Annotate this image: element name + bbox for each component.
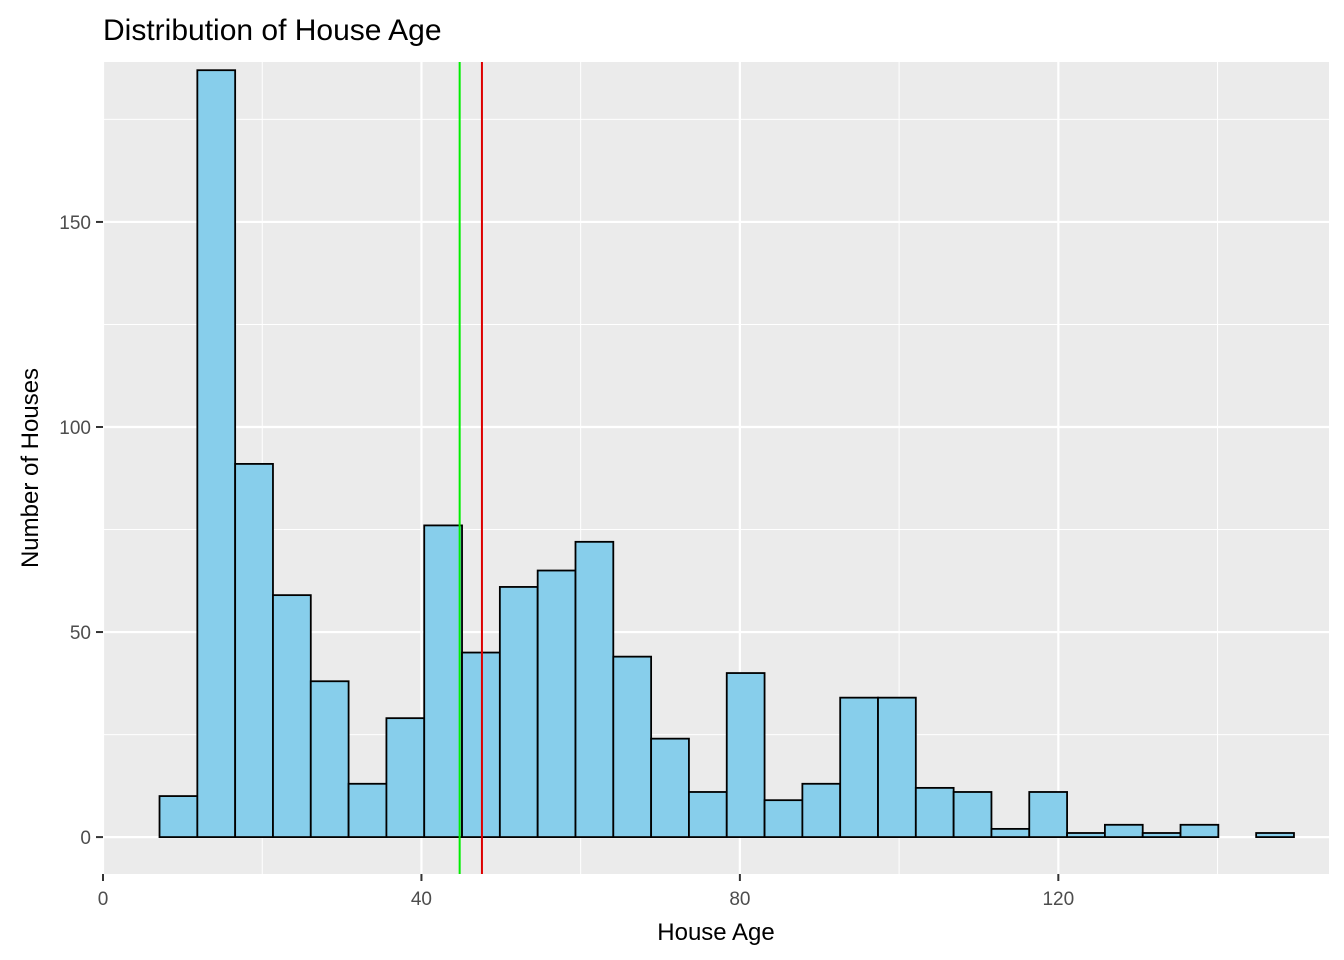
x-tick-label: 40 (411, 889, 432, 910)
histogram-bar (347, 782, 388, 838)
x-tick-label: 120 (1042, 889, 1074, 910)
x-axis-ticks: 0 40 80 120 (98, 874, 1074, 910)
minor-grid (103, 62, 1329, 874)
histogram-bar (234, 462, 274, 838)
y-tick-label: 150 (59, 213, 91, 234)
y-tick-label: 0 (80, 828, 91, 849)
histogram-bar (1103, 823, 1144, 838)
histogram-bar (763, 799, 804, 838)
histogram-bar (498, 586, 539, 838)
histogram-bar (612, 655, 653, 838)
histogram-bar (688, 791, 728, 838)
histogram-bar (158, 795, 199, 838)
histogram-bar (877, 696, 917, 838)
histogram-bar (839, 696, 879, 838)
chart-title: Distribution of House Age (103, 14, 442, 47)
x-axis-label: House Age (657, 919, 774, 946)
histogram-bars (158, 69, 1295, 838)
histogram-bar (801, 782, 842, 838)
y-axis-label: Number of Houses (17, 368, 44, 568)
histogram-bar (952, 791, 993, 838)
reference-lines (458, 62, 483, 874)
histogram-bar (385, 717, 426, 838)
histogram-bar (725, 672, 766, 838)
y-axis-ticks: 0 50 100 150 (59, 213, 103, 849)
histogram-bar (309, 680, 350, 838)
histogram-bar (536, 569, 577, 838)
y-tick-label: 100 (59, 418, 91, 439)
histogram-bar (574, 540, 615, 838)
histogram-bar (272, 594, 312, 838)
histogram-bar (196, 69, 237, 838)
y-tick-label: 50 (70, 623, 91, 644)
histogram-bar (1066, 832, 1106, 838)
histogram-bar (423, 524, 463, 838)
histogram-bar (1255, 832, 1295, 838)
histogram-bar (650, 737, 690, 838)
histogram-bar (1179, 823, 1220, 838)
histogram-bar (914, 786, 955, 838)
histogram-bar (1141, 832, 1182, 838)
histogram-bar (1028, 791, 1068, 838)
histogram-bar (990, 827, 1031, 838)
x-tick-label: 80 (729, 889, 750, 910)
x-tick-label: 0 (98, 889, 109, 910)
